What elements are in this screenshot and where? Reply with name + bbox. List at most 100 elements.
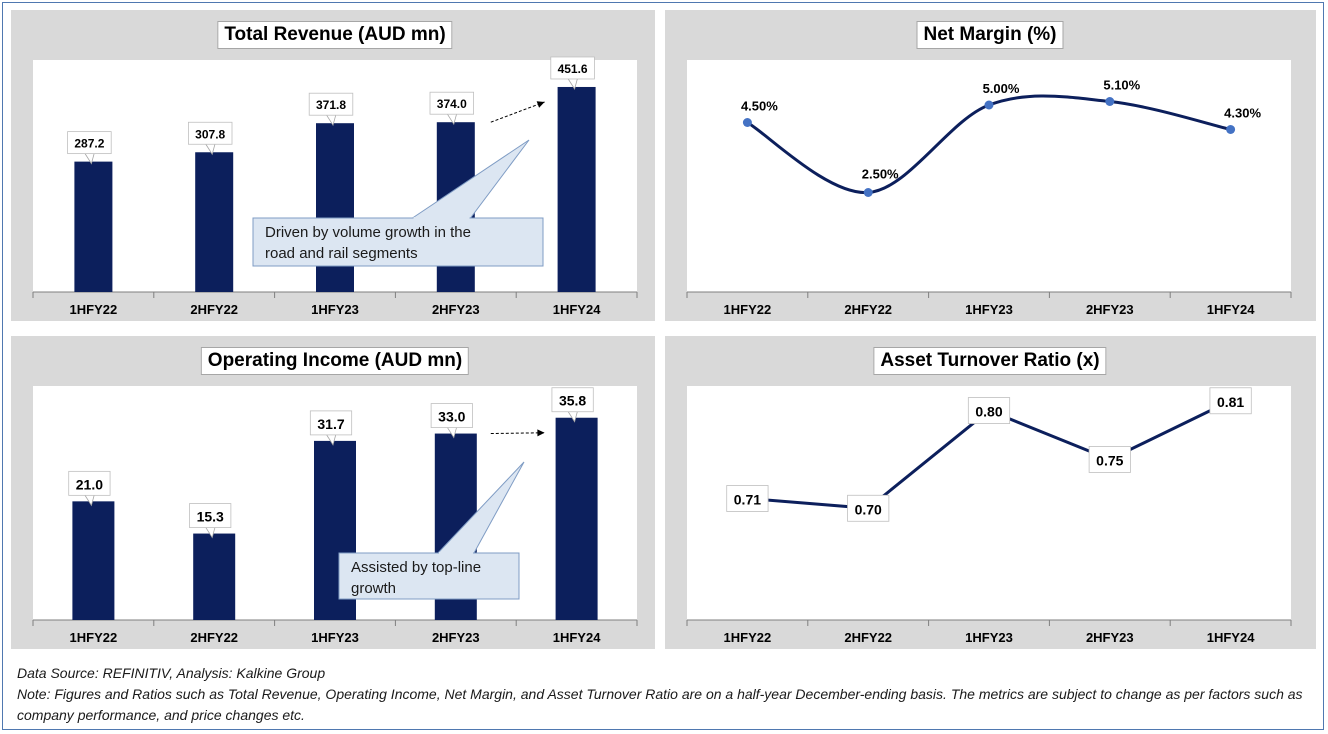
data-label-box [550, 56, 595, 80]
data-label-box [308, 92, 354, 116]
bar [557, 86, 596, 292]
asset-turnover-chart: 1HFY22 2HFY22 1HFY23 2HFY23 1HFY24 0.71 0.70 0.… [686, 386, 1292, 645]
callout-box [252, 217, 544, 267]
data-label: 0.75 [1088, 446, 1131, 473]
data-label: 0.70 [847, 494, 890, 522]
x-tick-label: 1HFY22 [724, 630, 772, 645]
data-label: 31.7 [309, 410, 353, 446]
footer-notes: Data Source: REFINITIV, Analysis: Kalkin… [17, 663, 1317, 726]
data-label-text: 21.0 [76, 476, 103, 492]
data-label: 4.50% [741, 99, 778, 114]
x-tick-label: 1HFY24 [553, 302, 601, 317]
callout-note: Driven by volume growth in the road and r… [252, 139, 544, 267]
net-margin-chart: 1HFY22 2HFY22 1HFY23 2HFY23 1HFY24 4.50% 2.50%… [686, 60, 1292, 317]
data-label-text: 0.81 [1217, 394, 1244, 410]
data-label: 4.30% [1224, 106, 1261, 121]
data-label-text: 374.0 [437, 97, 467, 111]
x-tick-label: 1HFY23 [311, 630, 359, 645]
data-label-text: 371.8 [316, 98, 346, 112]
data-label: 287.2 [67, 131, 112, 165]
data-label: 33.0 [430, 403, 473, 439]
data-label-text: 0.70 [855, 501, 882, 517]
data-label-box [847, 494, 890, 522]
x-tick-label: 2HFY23 [1086, 302, 1134, 317]
x-tick-label: 1HFY22 [70, 302, 118, 317]
asset-turnover-panel: 1HFY22 2HFY22 1HFY23 2HFY23 1HFY24 0.71 0.70 0.… [665, 336, 1316, 649]
data-label-box [1209, 387, 1252, 415]
data-label-box [187, 121, 233, 145]
x-tick-label: 2HFY22 [190, 630, 238, 645]
bar [195, 152, 234, 292]
x-tick-label: 2HFY22 [190, 302, 238, 317]
data-label-text: 0.71 [734, 492, 761, 508]
total-revenue-title: Total Revenue (AUD mn) [217, 21, 453, 49]
bar [193, 533, 236, 620]
data-label-text: 0.80 [975, 404, 1002, 420]
data-label-box [967, 397, 1011, 424]
data-label-box [309, 410, 353, 436]
callout-text: Assisted by top-line [351, 559, 481, 576]
trend-arrow-head [536, 101, 545, 108]
data-label-box [430, 403, 473, 428]
bar [555, 417, 598, 620]
total-revenue-chart: 1HFY22 2HFY22 1HFY23 2HFY23 1HFY24 287.2 307.8… [32, 56, 638, 317]
data-label-box [67, 131, 112, 155]
callout-text: road and rail segments [265, 245, 418, 262]
data-label-box [429, 91, 474, 115]
x-tick-label: 1HFY22 [724, 302, 772, 317]
trend-arrow-line [490, 101, 545, 123]
x-tick-label: 1HFY22 [70, 630, 118, 645]
data-label-box [551, 387, 594, 413]
data-label: 5.10% [1103, 78, 1140, 93]
trend-arrow-line [490, 432, 545, 435]
trend-arrow [490, 429, 545, 437]
callout-note: Assisted by top-line growth [338, 461, 525, 600]
bar [74, 161, 113, 292]
trend-arrow [490, 101, 545, 123]
data-label-box [726, 485, 769, 512]
callout-text: Driven by volume growth in the [265, 224, 471, 241]
callout-box [338, 552, 520, 600]
data-label-text: 31.7 [317, 416, 344, 432]
x-tick-label: 1HFY24 [1207, 302, 1255, 317]
data-label-text: 33.0 [438, 409, 465, 425]
data-label: 374.0 [429, 91, 474, 126]
operating-income-title: Operating Income (AUD mn) [200, 347, 470, 375]
data-label: 0.81 [1209, 387, 1252, 415]
callout-text: growth [351, 580, 396, 597]
bar [316, 123, 354, 293]
asset-turnover-title: Asset Turnover Ratio (x) [873, 347, 1107, 375]
data-label-text: 15.3 [197, 509, 224, 525]
data-label-text: 35.8 [559, 393, 586, 409]
operating-income-chart: 1HFY22 2HFY22 1HFY23 2HFY23 1HFY24 21.0 15.3 31… [32, 386, 638, 645]
x-tick-label: 1HFY24 [553, 630, 601, 645]
note-text: Note: Figures and Ratios such as Total R… [17, 686, 1303, 723]
data-label-text: 0.75 [1096, 452, 1123, 468]
data-point [984, 100, 994, 110]
plot-area [687, 60, 1291, 292]
data-point [1226, 125, 1236, 134]
x-tick-label: 2HFY23 [432, 630, 480, 645]
x-tick-label: 1HFY24 [1207, 630, 1255, 645]
trend-arrow-head [537, 429, 545, 437]
x-tick-label: 1HFY23 [311, 302, 359, 317]
data-label-text: 307.8 [195, 127, 225, 141]
operating-income-panel: 1HFY22 2HFY22 1HFY23 2HFY23 1HFY24 21.0 15.3 31… [11, 336, 655, 649]
data-label-box [189, 503, 232, 528]
data-label: 21.0 [68, 470, 111, 507]
x-tick-label: 2HFY22 [844, 630, 892, 645]
data-label: 2.50% [862, 167, 899, 182]
net-margin-title: Net Margin (%) [916, 21, 1064, 49]
data-label: 451.6 [550, 56, 595, 90]
x-tick-label: 2HFY23 [1086, 630, 1134, 645]
data-point [1105, 97, 1115, 106]
x-tick-label: 1HFY23 [965, 302, 1013, 317]
x-tick-label: 1HFY23 [965, 630, 1013, 645]
total-revenue-panel: 1HFY22 2HFY22 1HFY23 2HFY23 1HFY24 287.2 307.8… [11, 10, 655, 321]
bar [72, 501, 115, 620]
data-label: 307.8 [187, 121, 233, 156]
x-tick-label: 2HFY22 [844, 302, 892, 317]
net-margin-panel: 1HFY22 2HFY22 1HFY23 2HFY23 1HFY24 4.50% 2.50%… [665, 10, 1316, 321]
data-source-text: Data Source: REFINITIV, Analysis: Kalkin… [17, 665, 326, 681]
